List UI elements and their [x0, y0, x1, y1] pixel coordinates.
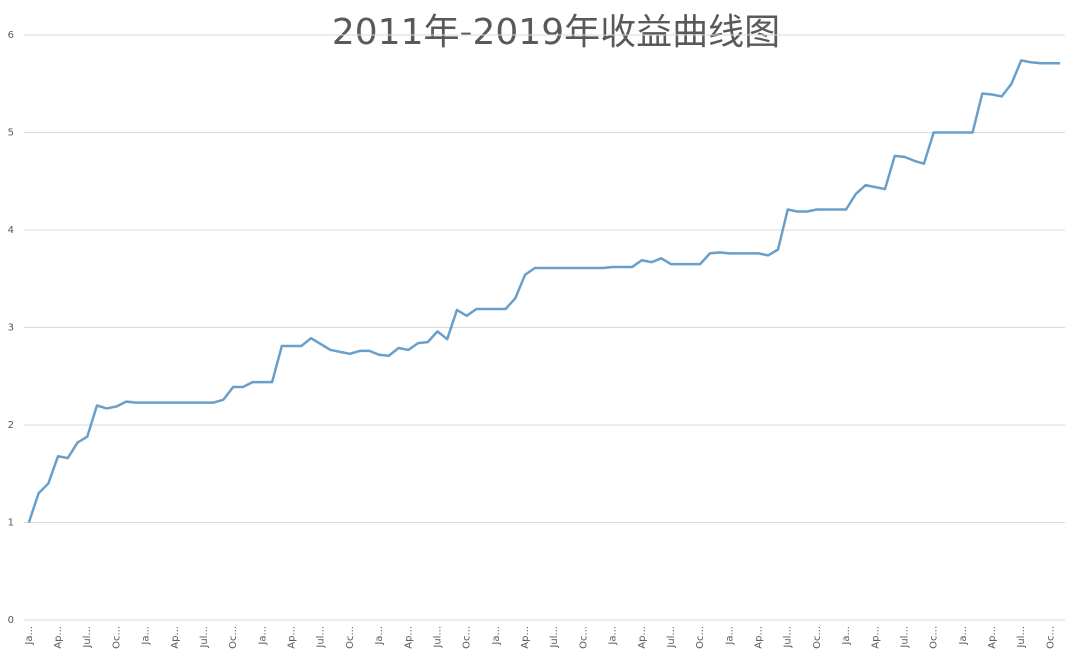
x-tick-label: Oc... — [1045, 626, 1056, 649]
x-tick-label: Ja... — [724, 626, 735, 646]
x-tick-label: Oc... — [462, 626, 473, 649]
x-tick-label: Ap... — [53, 626, 64, 649]
x-tick-label: Ap... — [403, 626, 414, 649]
x-tick-label: Ja... — [141, 626, 152, 646]
x-tick-label: Oc... — [695, 626, 706, 649]
x-tick-label: Ap... — [754, 626, 765, 649]
x-tick-label: Ap... — [987, 626, 998, 649]
y-tick-label: 0 — [8, 615, 14, 626]
y-tick-label: 2 — [8, 420, 14, 431]
y-tick-label: 4 — [8, 225, 14, 236]
x-tick-label: Ja... — [841, 626, 852, 646]
x-tick-label: Oc... — [578, 626, 589, 649]
x-tick-label: Oc... — [345, 626, 356, 649]
x-tick-label: Ja... — [958, 626, 969, 646]
x-tick-label: Jul... — [199, 626, 210, 649]
y-tick-label: 3 — [8, 323, 14, 334]
chart-title: 2011年-2019年收益曲线图 — [332, 12, 780, 53]
x-tick-label: Jul... — [1016, 626, 1027, 649]
x-tick-label: Ap... — [637, 626, 648, 649]
x-tick-label: Jul... — [783, 626, 794, 649]
x-tick-label: Oc... — [929, 626, 940, 649]
x-tick-label: Oc... — [812, 626, 823, 649]
x-tick-label: Jul... — [899, 626, 910, 649]
x-tick-label: Jul... — [549, 626, 560, 649]
x-tick-label: Jul... — [432, 626, 443, 649]
x-tick-label: Ap... — [520, 626, 531, 649]
x-tick-label: Jul... — [316, 626, 327, 649]
y-tick-label: 1 — [8, 518, 14, 529]
y-tick-label: 6 — [8, 30, 14, 41]
x-tick-label: Ap... — [870, 626, 881, 649]
line — [27, 59, 1061, 523]
x-tick-label: Ap... — [287, 626, 298, 649]
x-tick-label: Jul... — [666, 626, 677, 649]
x-tick-label: Ja... — [24, 626, 35, 646]
x-tick-label: Ja... — [257, 626, 268, 646]
x-tick-label: Ja... — [491, 626, 502, 646]
y-tick-label: 5 — [8, 128, 14, 139]
x-tick-label: Ap... — [170, 626, 181, 649]
x-tick-label: Jul... — [82, 626, 93, 649]
x-tick-label: Oc... — [111, 626, 122, 649]
x-tick-label: Ja... — [608, 626, 619, 646]
x-tick-label: Oc... — [228, 626, 239, 649]
x-tick-label: Ja... — [374, 626, 385, 646]
